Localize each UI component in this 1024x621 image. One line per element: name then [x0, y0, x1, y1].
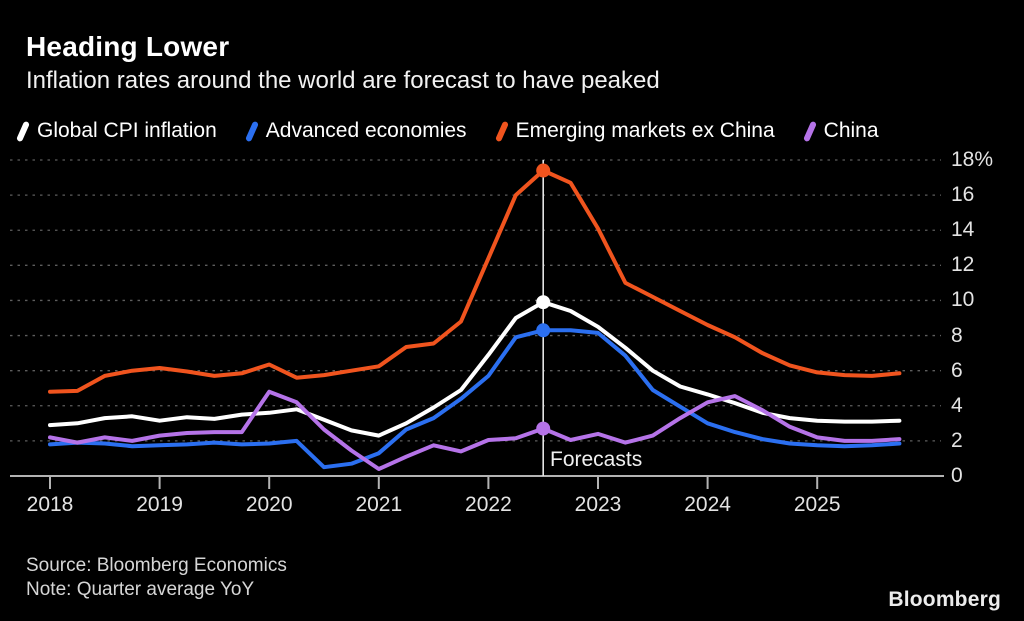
- source-text: Source: Bloomberg Economics: [26, 555, 287, 576]
- bloomberg-logo: Bloomberg: [888, 588, 1001, 611]
- y-tick-label: 2: [951, 428, 963, 452]
- series-line-advanced-economies: [48, 328, 902, 470]
- page-title: Heading Lower: [26, 31, 230, 62]
- forecast-dot: [536, 163, 551, 178]
- legend-label: Global CPI inflation: [37, 119, 217, 142]
- note-text: Note: Quarter average YoY: [26, 579, 255, 600]
- y-tick-label: 10: [951, 288, 975, 312]
- y-tick-label: 12: [951, 253, 975, 277]
- y-tick-label: 18%: [951, 148, 994, 171]
- y-tick-label: 6: [951, 358, 963, 382]
- y-tick-label: 14: [951, 218, 975, 242]
- x-tick-label: 2019: [136, 493, 183, 516]
- x-tick-label: 2021: [355, 493, 403, 516]
- forecast-dot: [536, 421, 551, 436]
- forecast-dot: [536, 295, 551, 310]
- x-tick-label: 2023: [574, 493, 622, 516]
- y-tick-label: 0: [951, 464, 963, 487]
- x-tick-label: 2025: [793, 493, 841, 516]
- legend-label: Emerging markets ex China: [515, 119, 775, 142]
- legend-item-china: China: [802, 119, 879, 143]
- y-tick-label: 16: [951, 183, 975, 207]
- legend-item-emerging-markets-ex-china: Emerging markets ex China: [494, 119, 775, 143]
- legend: Global CPI inflation Advanced economies Em…: [15, 119, 1014, 143]
- y-tick-label: 4: [951, 393, 963, 417]
- x-tick-label: 2018: [26, 493, 74, 516]
- series-line-global-cpi-inflation: [48, 300, 902, 438]
- legend-item-advanced-economies: Advanced economies: [244, 119, 467, 143]
- x-tick-label: 2020: [245, 493, 293, 516]
- legend-label: Advanced economies: [265, 119, 467, 142]
- legend-label: China: [823, 119, 879, 142]
- legend-item-global-cpi-inflation: Global CPI inflation: [15, 119, 217, 143]
- forecast-dot: [536, 323, 551, 338]
- series-line-china: [48, 389, 902, 471]
- x-tick-label: 2024: [684, 493, 731, 516]
- forecasts-annotation: Forecasts: [550, 448, 643, 471]
- series-line-emerging-markets-ex-china: [48, 168, 902, 394]
- page-subtitle: Inflation rates around the world are for…: [26, 67, 660, 94]
- y-tick-label: 8: [951, 323, 963, 347]
- x-tick-label: 2022: [465, 493, 512, 516]
